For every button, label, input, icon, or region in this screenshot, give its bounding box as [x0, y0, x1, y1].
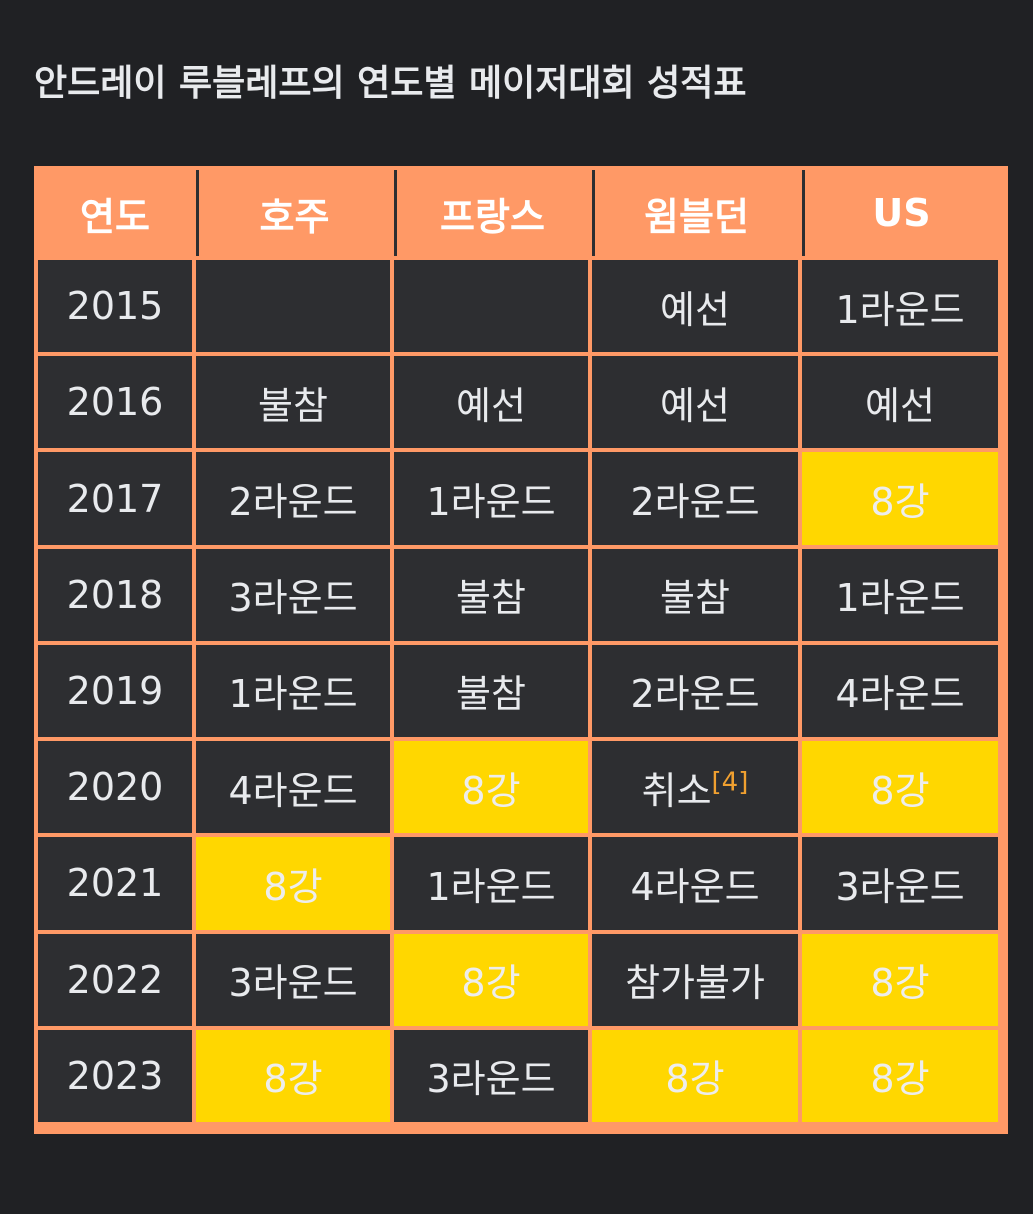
result-text: 참가불가	[625, 961, 765, 1006]
result-text: 8강	[870, 768, 930, 813]
result-cell-wimbledon: 예선	[592, 356, 798, 449]
result-text: 8강	[870, 1057, 930, 1102]
result-text: 1라운드	[426, 480, 556, 525]
result-cell-french-open: 8강	[394, 933, 588, 1026]
result-cell-us-open: 예선	[802, 356, 998, 449]
result-cell-us-open: 4라운드	[802, 644, 998, 738]
result-text: 예선	[660, 383, 730, 428]
result-text: 4라운드	[228, 768, 358, 813]
result-text: 불참	[660, 576, 730, 621]
table-row: 2020 4라운드 8강 취소[4] 8강	[38, 741, 998, 834]
year-cell: 2022	[38, 933, 192, 1026]
result-cell-australian-open: 8강	[196, 1029, 390, 1122]
result-cell-french-open: 불참	[394, 644, 588, 738]
result-text: 8강	[870, 961, 930, 1006]
table-row: 2016 불참 예선 예선 예선	[38, 356, 998, 449]
result-text: 1라운드	[426, 864, 556, 909]
table-row: 2018 3라운드 불참 불참 1라운드	[38, 548, 998, 641]
result-text: 불참	[456, 672, 526, 717]
table-row: 2023 8강 3라운드 8강 8강	[38, 1029, 998, 1122]
page-title: 안드레이 루블레프의 연도별 메이저대회 성적표	[34, 63, 747, 104]
result-cell-us-open: 8강	[802, 452, 998, 545]
result-cell-wimbledon: 불참	[592, 548, 798, 641]
result-cell-us-open: 8강	[802, 1029, 998, 1122]
result-cell-us-open: 8강	[802, 741, 998, 834]
table-header-row: 연도 호주 프랑스 윔블던 US	[38, 170, 998, 256]
result-cell-french-open: 1라운드	[394, 837, 588, 930]
result-text: 1라운드	[835, 287, 965, 332]
year-cell: 2017	[38, 452, 192, 545]
result-cell-french-open: 예선	[394, 356, 588, 449]
result-cell-french-open: 8강	[394, 741, 588, 834]
result-text: 4라운드	[630, 864, 760, 909]
year-cell: 2020	[38, 741, 192, 834]
result-text: 1라운드	[228, 672, 358, 717]
result-cell-australian-open: 2라운드	[196, 452, 390, 545]
result-text: 1라운드	[835, 576, 965, 621]
result-cell-us-open: 8강	[802, 933, 998, 1026]
result-cell-australian-open	[196, 260, 390, 353]
result-text: 8강	[263, 864, 323, 909]
table-row: 2022 3라운드 8강 참가불가 8강	[38, 933, 998, 1026]
result-cell-wimbledon: 예선	[592, 260, 798, 353]
table-row: 2019 1라운드 불참 2라운드 4라운드	[38, 644, 998, 738]
result-text: 2라운드	[630, 672, 760, 717]
year-cell: 2019	[38, 644, 192, 738]
result-text: 4라운드	[835, 672, 965, 717]
result-text: 8강	[665, 1057, 725, 1102]
result-cell-french-open	[394, 260, 588, 353]
result-text: 8강	[263, 1057, 323, 1102]
result-text: 2라운드	[228, 480, 358, 525]
year-cell: 2015	[38, 260, 192, 353]
result-text: 취소	[641, 768, 712, 813]
result-cell-australian-open: 3라운드	[196, 933, 390, 1026]
result-text: 예선	[865, 383, 935, 428]
header-australian-open: 호주	[196, 170, 390, 256]
result-cell-wimbledon: 참가불가	[592, 933, 798, 1026]
grand-slam-results-table: 연도 호주 프랑스 윔블던 US 2015 예선 1라운드 2016 불참 예선 예선 예선 2…	[34, 166, 1002, 1126]
result-cell-us-open: 3라운드	[802, 837, 998, 930]
result-cell-australian-open: 3라운드	[196, 548, 390, 641]
result-text: 불참	[456, 576, 526, 621]
results-table-container: 연도 호주 프랑스 윔블던 US 2015 예선 1라운드 2016 불참 예선 예선 예선 2…	[34, 166, 1008, 1134]
result-cell-wimbledon: 4라운드	[592, 837, 798, 930]
result-text: 예선	[660, 287, 730, 332]
result-cell-us-open: 1라운드	[802, 548, 998, 641]
header-french-open: 프랑스	[394, 170, 588, 256]
result-text: 2라운드	[630, 480, 760, 525]
result-cell-french-open: 1라운드	[394, 452, 588, 545]
result-cell-wimbledon: 2라운드	[592, 452, 798, 545]
result-cell-wimbledon: 8강	[592, 1029, 798, 1122]
result-text: 3라운드	[426, 1057, 556, 1102]
result-cell-wimbledon: 취소[4]	[592, 741, 798, 834]
result-text: 8강	[461, 961, 521, 1006]
result-cell-french-open: 불참	[394, 548, 588, 641]
header-year: 연도	[38, 170, 192, 256]
reference-link[interactable]: [4]	[711, 767, 749, 798]
header-wimbledon: 윔블던	[592, 170, 798, 256]
result-cell-australian-open: 8강	[196, 837, 390, 930]
year-cell: 2021	[38, 837, 192, 930]
result-cell-wimbledon: 2라운드	[592, 644, 798, 738]
result-text: 3라운드	[835, 864, 965, 909]
result-cell-us-open: 1라운드	[802, 260, 998, 353]
year-cell: 2023	[38, 1029, 192, 1122]
result-text: 불참	[258, 383, 328, 428]
result-text: 예선	[456, 383, 526, 428]
year-cell: 2018	[38, 548, 192, 641]
year-cell: 2016	[38, 356, 192, 449]
table-row: 2017 2라운드 1라운드 2라운드 8강	[38, 452, 998, 545]
result-text: 8강	[461, 768, 521, 813]
header-us-open: US	[802, 170, 998, 256]
result-text: 8강	[870, 480, 930, 525]
result-cell-french-open: 3라운드	[394, 1029, 588, 1122]
result-text: 3라운드	[228, 576, 358, 621]
table-row: 2015 예선 1라운드	[38, 260, 998, 353]
table-body: 2015 예선 1라운드 2016 불참 예선 예선 예선 2017 2라운드 1라운드 2라운드 8강…	[38, 260, 998, 1122]
result-cell-australian-open: 불참	[196, 356, 390, 449]
result-cell-australian-open: 1라운드	[196, 644, 390, 738]
result-cell-australian-open: 4라운드	[196, 741, 390, 834]
table-row: 2021 8강 1라운드 4라운드 3라운드	[38, 837, 998, 930]
result-text: 3라운드	[228, 961, 358, 1006]
